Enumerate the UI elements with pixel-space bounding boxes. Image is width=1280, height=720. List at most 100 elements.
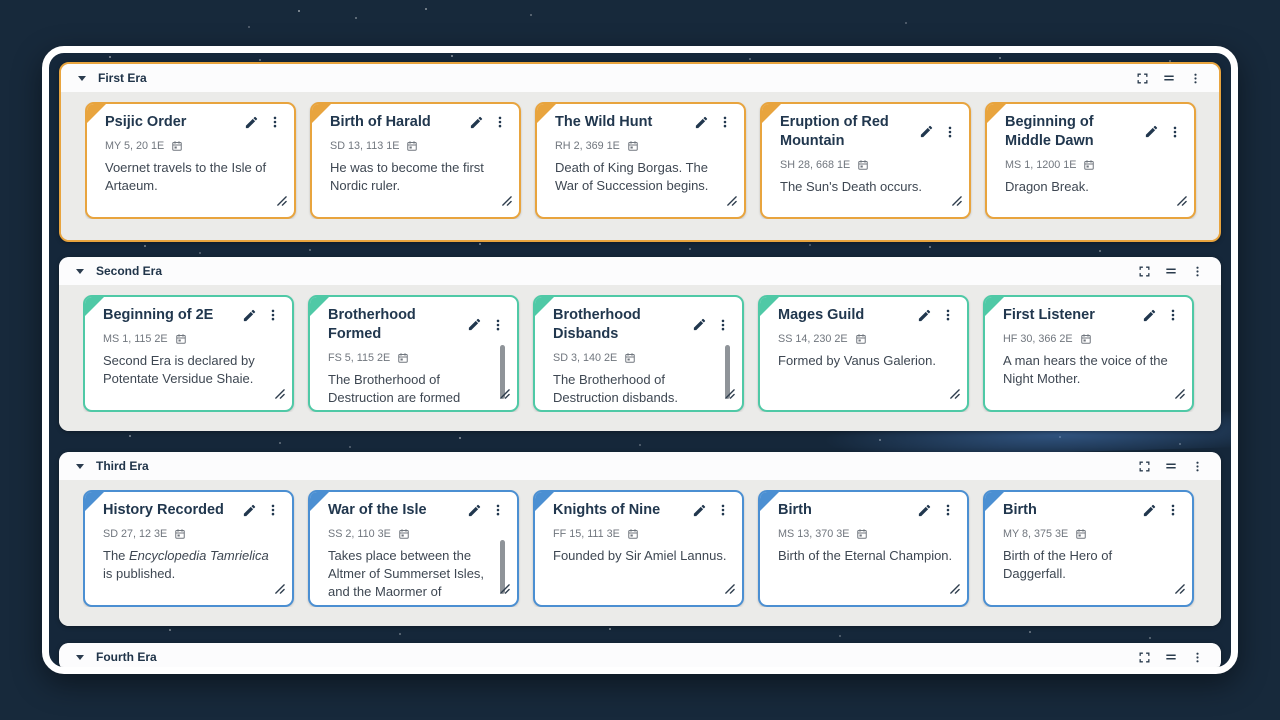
event-menu-icon[interactable] <box>491 318 505 332</box>
resize-handle-icon[interactable] <box>274 387 285 405</box>
event-card[interactable]: Beginning of 2E MS 1, 115 2E Second Era … <box>83 295 294 412</box>
edit-event-icon[interactable] <box>242 308 257 323</box>
era-menu-icon[interactable] <box>1191 460 1204 473</box>
event-menu-icon[interactable] <box>1166 503 1180 517</box>
event-menu-icon[interactable] <box>716 503 730 517</box>
edit-event-icon[interactable] <box>919 124 934 139</box>
collapse-caret-icon[interactable] <box>76 463 84 469</box>
event-card[interactable]: Psijic Order MY 5, 20 1E Voernet travels… <box>85 102 296 219</box>
edit-event-icon[interactable] <box>469 115 484 130</box>
event-menu-icon[interactable] <box>266 308 280 322</box>
event-card[interactable]: War of the Isle SS 2, 110 3E Takes place… <box>308 490 519 607</box>
event-card[interactable]: Brotherhood Formed FS 5, 115 2E The Brot… <box>308 295 519 412</box>
event-menu-icon[interactable] <box>941 308 955 322</box>
event-card[interactable]: History Recorded SD 27, 12 3E The Encycl… <box>83 490 294 607</box>
calendar-icon[interactable] <box>398 528 410 540</box>
calendar-icon[interactable] <box>627 528 639 540</box>
resize-handle-icon[interactable] <box>951 194 962 212</box>
event-menu-icon[interactable] <box>718 115 732 129</box>
collapse-caret-icon[interactable] <box>76 268 84 274</box>
edit-event-icon[interactable] <box>917 308 932 323</box>
era-header[interactable]: Third Era <box>59 452 1221 480</box>
event-card[interactable]: Eruption of Red Mountain SH 28, 668 1E T… <box>760 102 971 219</box>
resize-handle-icon[interactable] <box>1174 582 1185 600</box>
resize-handle-icon[interactable] <box>276 194 287 212</box>
resize-handle-icon[interactable] <box>724 387 735 405</box>
calendar-icon[interactable] <box>174 528 186 540</box>
resize-handle-icon[interactable] <box>501 194 512 212</box>
drag-handle-icon[interactable] <box>1164 264 1178 278</box>
event-menu-icon[interactable] <box>1168 125 1182 139</box>
edit-event-icon[interactable] <box>242 503 257 518</box>
calendar-icon[interactable] <box>171 140 183 152</box>
event-menu-icon[interactable] <box>1166 308 1180 322</box>
resize-handle-icon[interactable] <box>499 582 510 600</box>
edit-event-icon[interactable] <box>1142 503 1157 518</box>
resize-handle-icon[interactable] <box>274 582 285 600</box>
calendar-icon[interactable] <box>624 352 636 364</box>
event-card[interactable]: Beginning of Middle Dawn MS 1, 1200 1E D… <box>985 102 1196 219</box>
calendar-icon[interactable] <box>855 333 867 345</box>
expand-era-icon[interactable] <box>1138 460 1151 473</box>
event-menu-icon[interactable] <box>493 115 507 129</box>
collapse-caret-icon[interactable] <box>76 654 84 660</box>
era-header[interactable]: First Era <box>61 64 1219 92</box>
resize-handle-icon[interactable] <box>1174 387 1185 405</box>
era-header[interactable]: Fourth Era <box>59 643 1221 667</box>
event-card[interactable]: First Listener HF 30, 366 2E A man hears… <box>983 295 1194 412</box>
card-scrollbar[interactable] <box>500 540 505 594</box>
event-menu-icon[interactable] <box>491 503 505 517</box>
event-menu-icon[interactable] <box>716 318 730 332</box>
event-card[interactable]: Birth MS 13, 370 3E Birth of the Eternal… <box>758 490 969 607</box>
resize-handle-icon[interactable] <box>724 582 735 600</box>
edit-event-icon[interactable] <box>694 115 709 130</box>
drag-handle-icon[interactable] <box>1164 650 1178 664</box>
calendar-icon[interactable] <box>175 333 187 345</box>
edit-event-icon[interactable] <box>1142 308 1157 323</box>
edit-event-icon[interactable] <box>467 503 482 518</box>
era-menu-icon[interactable] <box>1189 72 1202 85</box>
calendar-icon[interactable] <box>1080 333 1092 345</box>
resize-handle-icon[interactable] <box>1176 194 1187 212</box>
calendar-icon[interactable] <box>397 352 409 364</box>
event-card[interactable]: The Wild Hunt RH 2, 369 1E Death of King… <box>535 102 746 219</box>
event-card[interactable]: Mages Guild SS 14, 230 2E Formed by Vanu… <box>758 295 969 412</box>
event-card[interactable]: Birth MY 8, 375 3E Birth of the Hero of … <box>983 490 1194 607</box>
era-menu-icon[interactable] <box>1191 265 1204 278</box>
calendar-icon[interactable] <box>627 140 639 152</box>
edit-event-icon[interactable] <box>1144 124 1159 139</box>
calendar-icon[interactable] <box>856 528 868 540</box>
expand-era-icon[interactable] <box>1138 265 1151 278</box>
resize-handle-icon[interactable] <box>499 387 510 405</box>
expand-era-icon[interactable] <box>1138 651 1151 664</box>
edit-event-icon[interactable] <box>244 115 259 130</box>
collapse-caret-icon[interactable] <box>78 75 86 81</box>
event-description: Dragon Break. <box>1005 178 1184 196</box>
calendar-icon[interactable] <box>857 159 869 171</box>
drag-handle-icon[interactable] <box>1162 71 1176 85</box>
event-menu-icon[interactable] <box>943 125 957 139</box>
event-menu-icon[interactable] <box>268 115 282 129</box>
edit-event-icon[interactable] <box>467 317 482 332</box>
drag-handle-icon[interactable] <box>1164 459 1178 473</box>
event-card[interactable]: Knights of Nine FF 15, 111 3E Founded by… <box>533 490 744 607</box>
edit-event-icon[interactable] <box>692 503 707 518</box>
event-card[interactable]: Brotherhood Disbands SD 3, 140 2E The Br… <box>533 295 744 412</box>
edit-event-icon[interactable] <box>917 503 932 518</box>
card-scrollbar[interactable] <box>725 345 730 399</box>
card-scrollbar[interactable] <box>500 345 505 399</box>
resize-handle-icon[interactable] <box>949 387 960 405</box>
calendar-icon[interactable] <box>1075 528 1087 540</box>
calendar-icon[interactable] <box>406 140 418 152</box>
event-card[interactable]: Birth of Harald SD 13, 113 1E He was to … <box>310 102 521 219</box>
event-menu-icon[interactable] <box>266 503 280 517</box>
event-date: MS 1, 115 2E <box>103 332 168 345</box>
era-header[interactable]: Second Era <box>59 257 1221 285</box>
resize-handle-icon[interactable] <box>726 194 737 212</box>
resize-handle-icon[interactable] <box>949 582 960 600</box>
calendar-icon[interactable] <box>1083 159 1095 171</box>
expand-era-icon[interactable] <box>1136 72 1149 85</box>
era-menu-icon[interactable] <box>1191 651 1204 664</box>
edit-event-icon[interactable] <box>692 317 707 332</box>
event-menu-icon[interactable] <box>941 503 955 517</box>
